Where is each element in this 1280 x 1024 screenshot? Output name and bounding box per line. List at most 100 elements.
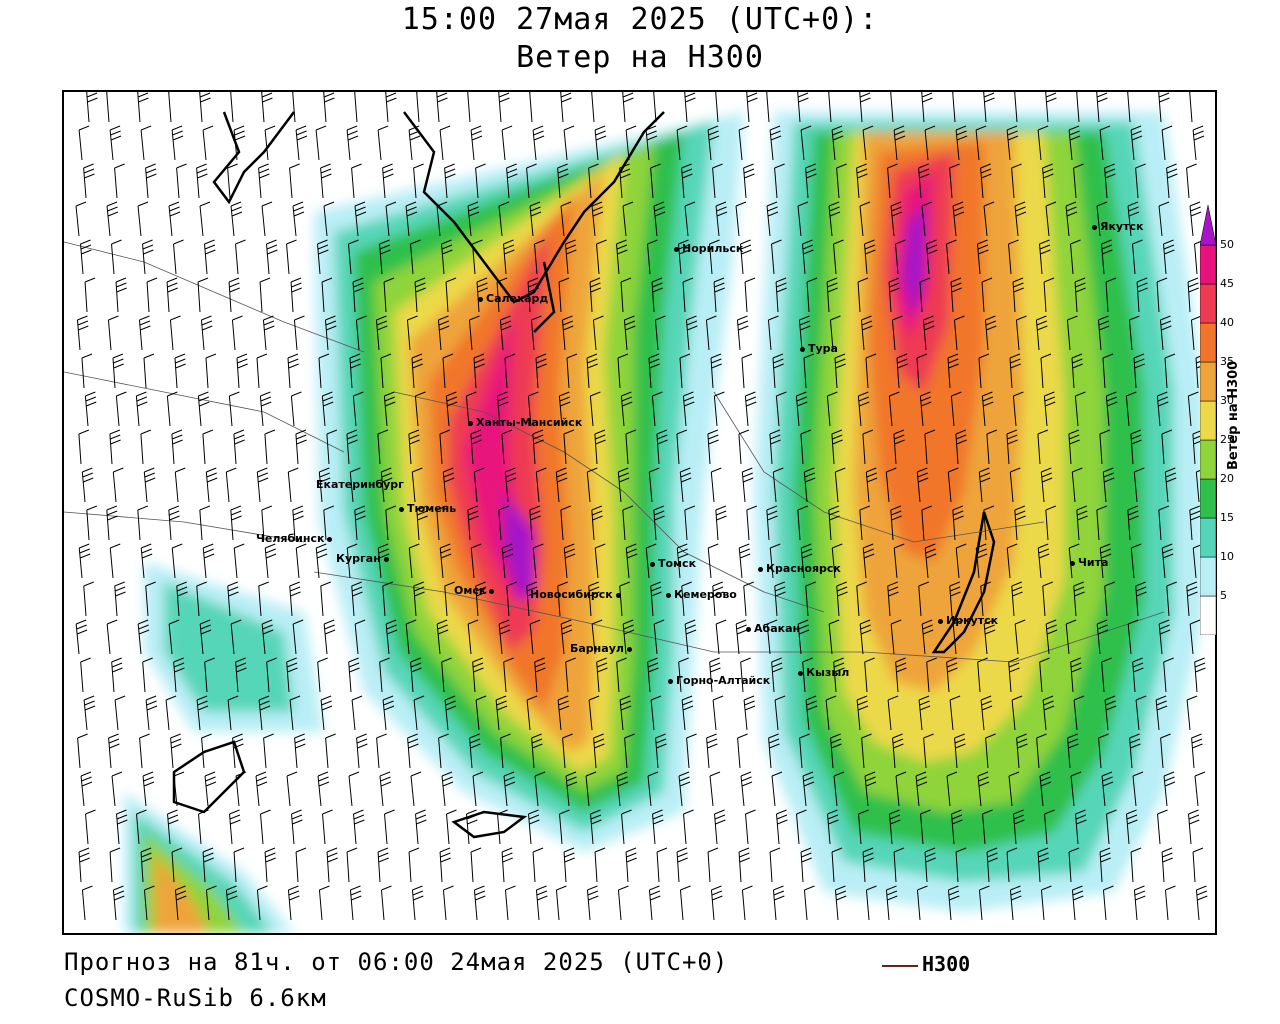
wind-barb [678,771,691,807]
wind-barb [621,809,632,845]
wind-barb [442,885,454,921]
wind-barb [232,733,244,769]
wind-barb [776,809,788,845]
wind-barb [348,239,359,275]
wind-barb [1045,619,1058,655]
wind-barb [140,543,153,579]
wind-barb [947,467,959,503]
wind-barb [893,125,906,161]
wind-barb [982,809,993,845]
wind-barb [887,695,899,731]
wind-barb [526,695,538,731]
wind-barb [233,429,245,465]
wind-barb [143,885,155,921]
wind-barb [323,619,336,655]
wind-barb [828,201,841,237]
wind-barb [1015,315,1027,351]
wind-barb [383,277,395,313]
city-barnaul: Барнаул [570,642,635,655]
wind-barb [715,505,727,541]
wind-barb [1104,695,1117,731]
wind-barb [830,733,842,769]
wind-barb [504,353,516,389]
wind-barb [984,315,997,351]
wind-barb [980,163,992,199]
wind-barb [256,885,268,921]
wind-barb [1155,695,1168,731]
wind-barb [202,429,214,465]
wind-barb [439,125,451,161]
wind-barb [891,315,903,351]
wind-barb [291,809,303,845]
wind-barb [473,353,485,389]
wind-barb [1099,543,1112,579]
wind-barb [1192,125,1205,161]
wind-barb [713,391,725,427]
wind-barb [473,467,485,503]
wind-barb [593,733,605,769]
wind-barb [745,809,756,845]
wind-barb [315,125,327,161]
wind-barb [892,733,904,769]
wind-barb [1076,92,1080,123]
wind-barb [978,467,991,503]
wind-barb [500,733,511,769]
wind-barb [741,467,754,503]
wind-barb [1045,505,1057,541]
city-label: Екатеринбург [316,478,404,491]
wind-barb [235,239,246,275]
wind-barb [1006,429,1018,465]
wind-barb [1065,619,1077,655]
wind-barb [1044,809,1055,845]
wind-barb [647,239,658,275]
wind-barb [1006,847,1018,883]
wind-barb [888,277,900,313]
wind-barb [81,353,93,389]
city-novosibirsk: Новосибирск [530,588,624,601]
wind-barb [653,619,665,655]
wind-barb [295,847,307,883]
wind-barb [709,239,720,275]
wind-barb [918,163,930,199]
wind-barb [895,239,906,275]
wind-barb [562,733,573,769]
colorbar-bin [1200,244,1216,285]
wind-barb [862,125,874,161]
wind-barb [865,885,877,921]
wind-barb [168,92,172,123]
wind-barb [115,277,127,313]
wind-barb [1070,239,1081,275]
wind-barb [351,163,362,199]
wind-barb [1035,315,1048,351]
wind-barb [112,467,124,503]
wind-barb [1132,239,1143,275]
wind-barb [1133,467,1145,503]
wind-barb [112,353,124,389]
wind-barb [292,505,304,541]
wind-barb [526,163,537,199]
wind-barb [738,847,750,883]
wind-barb [318,885,330,921]
wind-barb [918,581,929,617]
wind-barb [168,505,180,541]
wind-barb [468,315,480,351]
wind-barb [292,619,304,655]
wind-barb [111,771,123,807]
wind-barb [444,695,457,731]
wind-barb [323,92,335,123]
wind-barb [145,581,156,617]
wind-barb [527,391,539,427]
wind-barb [1160,733,1171,769]
city-label: Чита [1078,556,1109,569]
wind-barb [504,467,517,503]
wind-barb [681,163,693,199]
wind-barb [346,847,358,883]
wind-barb [1042,581,1053,617]
wind-barb [806,277,818,313]
wind-barb [1074,277,1086,313]
wind-barb [83,695,96,731]
wind-barb [1014,619,1026,655]
wind-barbs [75,92,1208,921]
wind-barb [503,657,514,693]
wind-barb [264,847,276,883]
